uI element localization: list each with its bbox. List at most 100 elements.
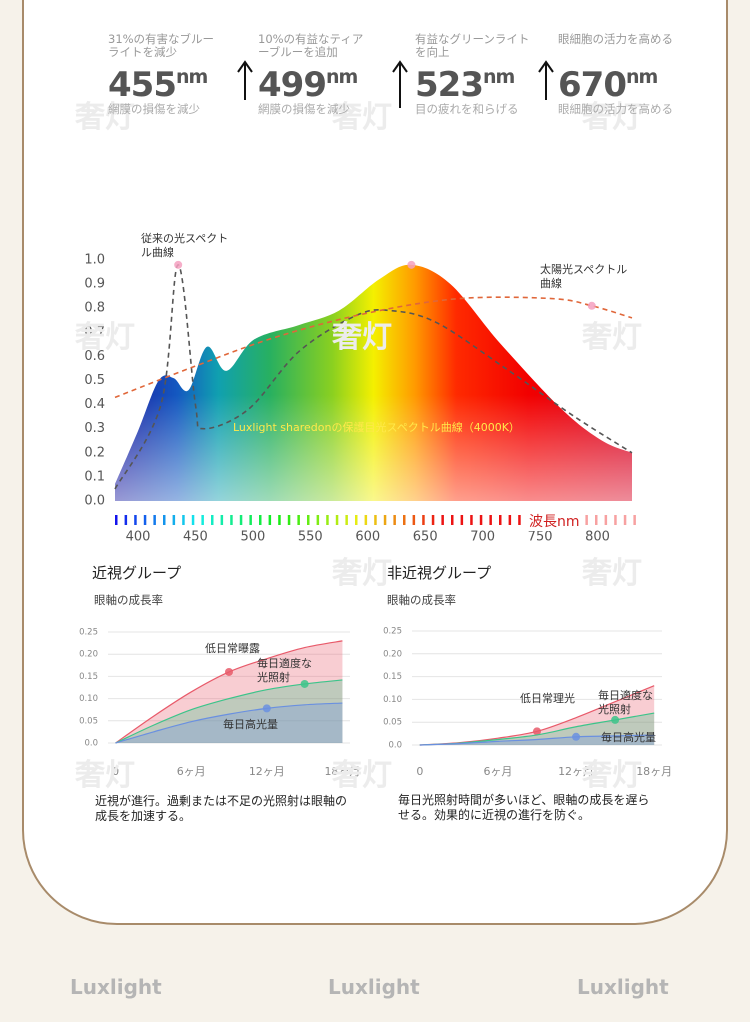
point [407,260,416,269]
spec-item: 10%の有益なティアーブルーを追加 499nm 網膜の損傷を減少 [258,33,373,116]
y-tick-label: 0.05 [79,716,98,726]
wavelength-dash [508,515,512,525]
wavelength-dash [163,515,166,525]
series-label: Luxlight sharedonの保護目光スペクトル曲線（4000K） [233,421,520,434]
point [533,727,541,736]
wavelength-dash [134,515,137,525]
wavelength-dash [230,515,233,525]
x-tick-label: 450 [183,530,208,545]
series-area [419,685,655,745]
wavelength-dash [287,515,291,525]
wavelength-dash [239,515,243,525]
wavelength-dash [211,515,214,525]
wavelength-dash [268,515,272,525]
spec-top: 有益なグリーンライトを向上 [415,32,530,59]
wavelength-dash [518,515,521,525]
y-tick-label: 0.2 [84,445,105,460]
wavelength-dash [191,515,195,525]
point [262,704,271,713]
y-tick-label: 0.1 [84,469,105,484]
x-tick-label: 6ヶ月 [177,765,206,778]
series-area [115,679,343,743]
series-label: 毎日適度な光照射 [598,689,653,716]
y-tick-label: 0.15 [383,672,402,682]
x-tick-label: 6ヶ月 [483,765,512,778]
wavelength-dash [182,515,185,525]
spec-unit: nm [482,66,515,88]
spec-note: 網膜の損傷を減少 [258,102,350,116]
arrows [237,60,554,108]
x-tick-label: 700 [470,530,495,545]
spec-item: 眼細胞の活力を高める 670nm 眼細胞の活力を高める [558,33,673,116]
wavelength-dash [115,515,118,525]
y-tick-label: 0.05 [383,718,402,728]
point [611,715,620,724]
wavelength-dash [614,515,617,525]
spec-item: 有益なグリーンライトを向上 523nm 目の疲れを和らげる [415,33,530,116]
wavelength-dash [124,515,128,525]
wavelength-dash [499,515,502,525]
watermark: 奢灯 [582,758,642,793]
spec-value: 523nm [415,65,515,105]
wavelength-dash [633,515,636,525]
wavelength-dash [249,515,252,525]
wavelength-dash [220,515,224,525]
brand: Luxlight [70,975,162,999]
spec-note: 眼細胞の活力を高める [558,102,673,116]
y-tick-label: 0.5 [84,373,105,388]
spec-note: 目の疲れを和らげる [415,102,519,116]
watermark: 奢灯 [582,100,642,135]
chart-title: 近視グループ [92,564,182,582]
wavelength-dash [201,515,204,525]
x-tick-label: 400 [126,530,151,545]
chart: 0.0 0.05 0.10 0.15 0.20 0.25 0 6ヶ月 12ヶ月 18ヶ月 [79,628,360,779]
watermark: 奢灯 [582,320,642,355]
chart: 0.0 0.05 0.10 0.15 0.20 0.25 0 6ヶ月 12ヶ月 18ヶ月 [383,627,672,779]
wavelength-dash [451,515,454,525]
watermark: 奢灯 [332,100,392,135]
series-label: 毎日適度な光照射 [257,657,312,684]
series-label: 毎日高光量 [601,731,656,744]
wavelength-dash [393,515,396,525]
point [572,732,581,741]
spec-note: 網膜の損傷を減少 [108,102,200,116]
wavelength-dash [143,515,147,525]
spec-value: 499nm [258,65,358,105]
y-tick-label: 0.9 [84,277,105,292]
area-fade [115,264,632,501]
chart: 0.0 0.1 0.2 0.3 0.4 0.5 0.6 0.7 0.8 0.9 1.0 400 450 5… [84,253,636,545]
series-area [419,713,655,745]
spec-top: 31%の有害なブルーライトを減少 [108,32,215,59]
brand: Luxlight [577,975,669,999]
spec-unit: nm [625,66,658,88]
series-label: 低日常曝露 [205,642,260,655]
wavelength-dash [585,515,588,525]
y-tick-label: 0.15 [79,672,98,682]
x-tick-label: 800 [585,530,610,545]
x-tick-label: 0 [112,765,119,778]
caption: 近視が進行。過剰または不足の光照射は眼軸の成長を加速する。 [95,794,348,823]
y-tick-label: 0.10 [383,695,402,705]
point [587,301,596,310]
chart-title: 非近視グループ [387,564,492,582]
watermark: 奢灯 [582,556,642,591]
wavelength-dash [326,515,329,525]
y-tick-label: 0.20 [383,649,402,659]
wavelength-dash [364,515,368,525]
watermark: 奢灯 [332,320,392,355]
point [300,679,309,688]
y-tick-label: 0.0 [388,741,402,751]
y-tick-label: 0.4 [84,397,105,412]
spec-item: 31%の有害なブルーライトを減少 455nm 網膜の損傷を減少 [108,33,223,116]
y-tick-label: 0.20 [79,650,98,660]
x-tick-label: 12ヶ月 [249,765,285,778]
y-tick-label: 0.10 [79,694,98,704]
watermark: 奢灯 [75,100,135,135]
spec-value: 670nm [558,65,658,105]
y-tick-label: 0.7 [84,325,105,340]
caption: 毎日光照射時間が多いほど、眼軸の成長を遅らせる。効果的に近視の進行を防ぐ。 [398,793,650,822]
series-label: 太陽光スペクトル曲線 [540,263,628,290]
wavelength-dash [441,515,444,525]
